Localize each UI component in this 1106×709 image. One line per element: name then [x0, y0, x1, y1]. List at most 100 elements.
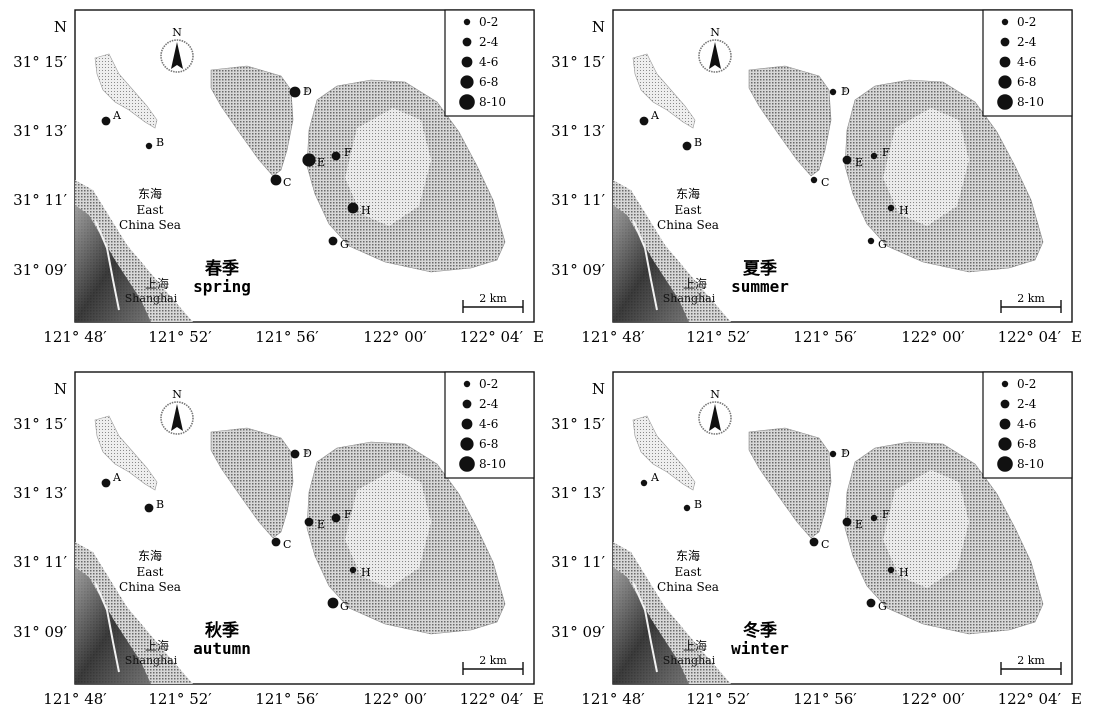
legend-label-5: 8-10	[479, 457, 506, 471]
station-e-marker	[302, 153, 316, 167]
station-a-label: A	[650, 471, 660, 484]
sea-label-zh: 东海	[676, 548, 700, 563]
lat-tick-label: 31° 13′	[551, 484, 605, 502]
lon-tick-label: 122° 04′	[998, 690, 1062, 708]
legend-symbol-5	[459, 456, 475, 472]
scale-bar-label: 2 km	[479, 292, 507, 305]
compass: N	[698, 388, 732, 435]
city-label-en: Shanghai	[125, 292, 178, 305]
station-a-label: A	[112, 471, 122, 484]
station-f-label: F	[882, 508, 890, 521]
station-b-marker	[683, 504, 691, 512]
station-b-label: B	[694, 498, 702, 511]
station-d-marker	[829, 450, 837, 458]
compass-arrow-icon	[709, 404, 721, 431]
lon-tick-label: 121° 52′	[686, 328, 750, 346]
north-axis-letter: N	[54, 18, 67, 36]
legend-label-4: 6-8	[1017, 437, 1036, 451]
station-f-marker	[870, 514, 878, 522]
legend-label-3: 4-6	[479, 417, 498, 431]
legend-symbol-3	[999, 418, 1011, 430]
station-f-label: F	[882, 146, 890, 159]
lon-tick-label: 122° 00′	[363, 690, 427, 708]
legend-symbol-4	[998, 437, 1012, 451]
legend-label-4: 6-8	[479, 437, 498, 451]
station-a-label: A	[650, 109, 660, 122]
legend-box	[444, 371, 535, 479]
station-g-label: G	[340, 600, 349, 613]
legend-label-3: 4-6	[1017, 417, 1036, 431]
north-axis-letter: N	[54, 380, 67, 398]
station-b-marker	[144, 503, 154, 513]
lat-tick-label: 31° 13′	[551, 122, 605, 140]
legend-label-4: 6-8	[1017, 75, 1036, 89]
lon-tick-label: 122° 00′	[901, 328, 965, 346]
island-east-highland	[345, 470, 431, 588]
city-label-zh: 上海	[145, 638, 169, 653]
scale-bar-label: 2 km	[1017, 292, 1045, 305]
shanghai-land-relief	[613, 205, 689, 322]
legend-symbol-3	[461, 418, 473, 430]
legend: 0-2 2-4 4-6 6-8 8-10	[444, 9, 535, 117]
city-label-en: Shanghai	[663, 292, 716, 305]
station-g-label: G	[878, 238, 887, 251]
station-d-label: D	[841, 85, 850, 98]
sea-label-en-line1: East	[675, 565, 702, 579]
scale-bar: 2 km	[462, 292, 524, 313]
season-label-zh: 夏季	[743, 258, 777, 279]
station-b-label: B	[156, 498, 164, 511]
season-label-en: autumn	[193, 639, 251, 658]
lat-tick-label: 31° 11′	[13, 553, 67, 571]
station-h-marker	[887, 566, 895, 574]
sea-label-en-line1: East	[675, 203, 702, 217]
sea-label-zh: 东海	[138, 548, 162, 563]
sea-label-en-line2: China Sea	[119, 218, 181, 232]
legend-symbol-2	[1000, 399, 1010, 409]
sea-label-en-line1: East	[137, 203, 164, 217]
legend-symbol-1	[1001, 380, 1009, 388]
legend-label-1: 0-2	[479, 15, 498, 29]
station-d-marker	[289, 86, 301, 98]
compass-ring	[160, 39, 194, 73]
legend-symbol-4	[460, 437, 474, 451]
lat-tick-label: 31° 15′	[551, 53, 605, 71]
station-h-label: H	[361, 204, 371, 217]
shanghai-river	[94, 581, 120, 673]
station-b-label: B	[156, 136, 164, 149]
station-a-label: A	[112, 109, 122, 122]
station-e-label: E	[855, 518, 863, 531]
island-middle	[748, 65, 832, 177]
station-h-label: H	[899, 566, 909, 579]
legend-symbol-4	[998, 75, 1012, 89]
legend-symbol-1	[1001, 18, 1009, 26]
season-label-en: spring	[193, 277, 251, 296]
city-label-en: Shanghai	[125, 654, 178, 667]
station-g-marker	[866, 598, 876, 608]
station-c-marker	[270, 174, 282, 186]
legend-label-3: 4-6	[1017, 55, 1036, 69]
island-middle	[748, 427, 832, 539]
legend-label-5: 8-10	[479, 95, 506, 109]
season-label-zh: 冬季	[743, 620, 777, 641]
legend: 0-2 2-4 4-6 6-8 8-10	[444, 371, 535, 479]
lon-tick-label: 121° 56′	[793, 690, 857, 708]
island-west	[94, 53, 158, 129]
island-west	[632, 415, 696, 491]
island-east-highland	[345, 108, 431, 226]
legend-symbol-2	[462, 399, 472, 409]
lat-tick-label: 31° 11′	[13, 191, 67, 209]
islet-near-d	[304, 87, 310, 93]
sea-label-en-line2: China Sea	[119, 580, 181, 594]
lat-tick-label: 31° 09′	[13, 261, 67, 279]
compass-label: N	[710, 388, 720, 401]
shanghai-river	[632, 219, 658, 311]
station-f-marker	[331, 151, 341, 161]
legend-label-2: 2-4	[1017, 397, 1037, 411]
lon-tick-label: 122° 00′	[901, 690, 965, 708]
shanghai-river	[94, 219, 120, 311]
season-label-zh: 春季	[205, 258, 239, 279]
station-d-label: D	[303, 447, 312, 460]
station-f-label: F	[344, 508, 352, 521]
islet-near-d	[842, 87, 848, 93]
